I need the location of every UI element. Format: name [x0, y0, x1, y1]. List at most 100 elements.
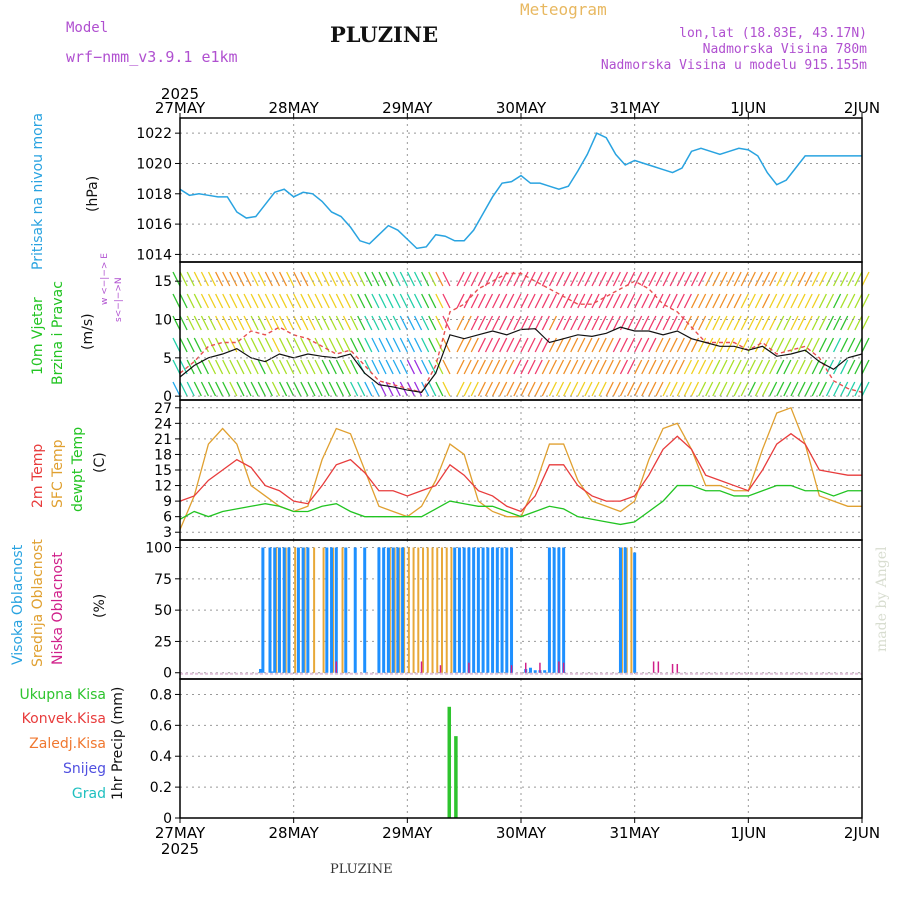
wind-barb [300, 381, 309, 397]
wind-barb [840, 381, 849, 397]
wind-barb [591, 337, 600, 353]
wind-barb [264, 293, 273, 309]
wind-barb [840, 337, 849, 353]
wind-barb [257, 271, 266, 287]
wind-barb [250, 315, 259, 331]
wind-barb [563, 381, 572, 397]
wind-barb [818, 337, 827, 353]
wind-barb [555, 315, 565, 331]
wind-barb [591, 271, 600, 287]
wind-barb [328, 315, 337, 331]
wind-barb [499, 315, 508, 331]
wind-barb [499, 293, 508, 309]
wind-barb [520, 381, 529, 397]
wind-barb [357, 381, 366, 397]
wind-barb [626, 381, 636, 397]
wind-barb [641, 315, 650, 331]
x-tick-label-top: 1JUN [730, 99, 766, 117]
wind-barb [293, 293, 302, 309]
wind-barb [215, 293, 224, 309]
wind-barb [754, 271, 764, 287]
wind-barb [577, 381, 586, 397]
wind-barb [179, 315, 188, 331]
wind-barb [236, 315, 245, 331]
wind-barb [612, 381, 621, 397]
wind-barb [605, 315, 614, 331]
wind-barb [286, 315, 295, 331]
wind-barb [783, 337, 792, 353]
wind-barb [513, 271, 522, 287]
wind-barb [747, 293, 756, 309]
wind-barb [172, 293, 181, 309]
x-tick-label-bottom: 31MAY [610, 824, 661, 842]
high-cloud-bar [623, 547, 627, 673]
y-tick-label: 25 [154, 634, 172, 650]
wind-barb [342, 271, 352, 287]
wind-barb [406, 315, 416, 331]
wind-barb [648, 337, 657, 353]
wind-barb [754, 293, 764, 309]
wind-barb [527, 293, 536, 309]
wind-barb [378, 315, 387, 331]
high-cloud-bar [296, 547, 300, 673]
wind-barb [328, 293, 337, 309]
wind-barb [513, 337, 522, 353]
high-cloud-bar [453, 547, 457, 673]
wind-barb [754, 359, 764, 375]
wind-barb [428, 337, 437, 353]
wind-barb [641, 293, 650, 309]
wind-barb [193, 381, 202, 397]
wind-barb [612, 337, 621, 353]
wind-barb [761, 293, 771, 309]
wind-barb [861, 315, 870, 331]
wind-barb [328, 381, 337, 397]
wind-barb [236, 381, 245, 397]
wind-barb [300, 315, 309, 331]
wind-barb [207, 315, 217, 331]
wind-barb [321, 293, 330, 309]
wind-barb [783, 359, 792, 375]
wind-barb [690, 271, 700, 287]
wind-barb [207, 293, 217, 309]
wind-barb [804, 271, 813, 287]
wind-barb [619, 359, 629, 375]
wind-barb [342, 293, 352, 309]
wind-barb [357, 337, 366, 353]
wind-barb [783, 271, 792, 287]
wind-barb [840, 359, 849, 375]
wind-barb [442, 315, 451, 331]
wind-barb [492, 359, 501, 375]
high-cloud-bar [401, 547, 405, 673]
wind-barb [371, 359, 380, 375]
wind-barb [662, 381, 671, 397]
wind-barb [506, 337, 515, 353]
wind-barb [492, 315, 501, 331]
wind-barb [683, 337, 692, 353]
wind-barb [776, 315, 785, 331]
wind-barb [662, 315, 671, 331]
wind-barb [726, 337, 735, 353]
wind-barb [236, 337, 245, 353]
wind-barb [584, 381, 593, 397]
high-cloud-bar [528, 667, 532, 673]
y-tick-label: 18 [154, 447, 172, 463]
wind-barb [648, 293, 657, 309]
wind-barb [747, 381, 756, 397]
wind-barb [833, 337, 842, 353]
wind-barb [726, 359, 735, 375]
wind-barb [442, 359, 451, 375]
y-tick-label: 0.2 [150, 780, 172, 796]
wind-barb [825, 271, 835, 287]
high-cloud-bar [396, 547, 400, 673]
wind-barb [222, 381, 231, 397]
wind-barb [634, 337, 643, 353]
wind-barb [598, 315, 607, 331]
wind-barb [335, 315, 344, 331]
wind-barb [222, 337, 231, 353]
wind-barb [669, 315, 678, 331]
wind-barb [406, 359, 416, 375]
wind-barb [229, 293, 238, 309]
wind-barb [605, 337, 614, 353]
wind-barb [222, 271, 231, 287]
